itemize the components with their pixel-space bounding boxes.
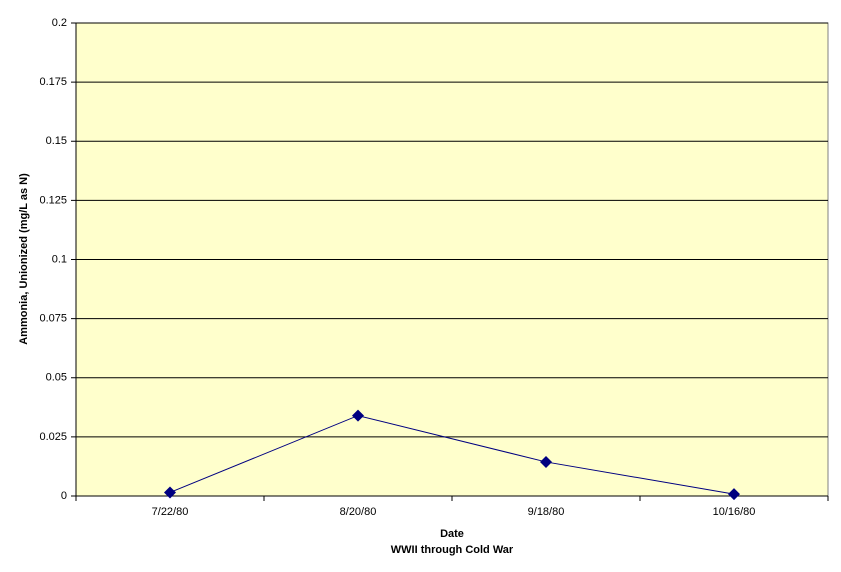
y-tick-label: 0 [61,490,67,502]
x-tick-label: 9/18/80 [528,506,565,518]
x-tick-label: 10/16/80 [713,506,756,518]
marker [164,486,176,499]
y-tick-label: 0.1 [52,253,67,265]
y-tick-label: 0.15 [46,135,67,147]
marker [728,488,740,501]
y-tick-label: 0.025 [39,431,67,443]
y-tick-label: 0.125 [39,194,67,206]
x-axis-sublabel: WWII through Cold War [391,544,514,556]
y-tick-label: 0.175 [39,76,67,88]
series-line [169,415,735,495]
chart-layer: 0 0.025 0.05 0.075 0.1 0.125 0.15 0.175 0.2 7/22/… [39,17,829,518]
marker [540,455,552,468]
x-tick-label: 7/22/80 [152,506,189,518]
y-tick-label: 0.2 [52,17,67,29]
y-tick-label: 0.05 [46,372,67,384]
x-axis-label: Date [440,528,464,540]
marker [352,409,364,422]
y-axis-label: Ammonia, Unionized (mg/L as N) [18,173,30,345]
x-tick-label: 8/20/80 [340,506,377,518]
y-tick-label: 0.075 [39,313,67,325]
